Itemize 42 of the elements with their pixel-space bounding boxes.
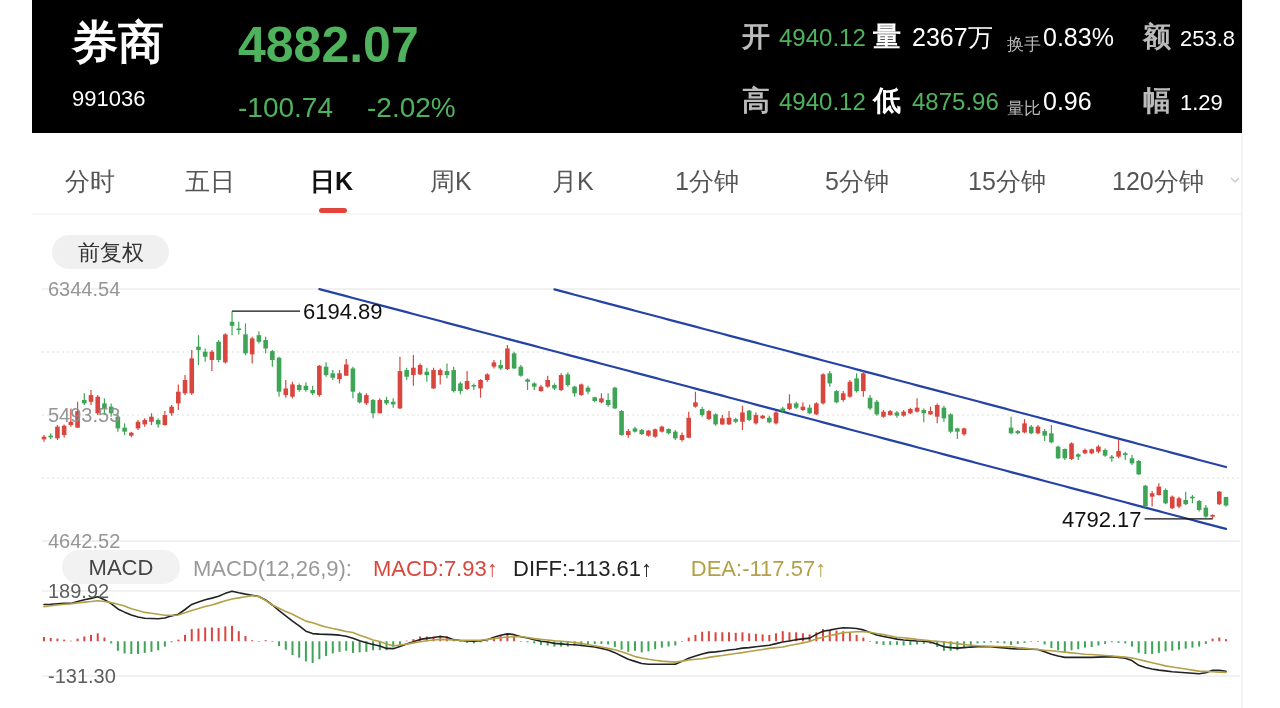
text: 253.8 [1180, 26, 1236, 51]
text: 1.29 [1180, 90, 1223, 115]
text: 量比 [1007, 99, 1041, 118]
text: 分时 [65, 167, 115, 195]
text: 日K [310, 167, 354, 195]
text: DEA:-117.57↑ [690, 556, 827, 581]
y-tick-label: 6344.54 [48, 278, 121, 300]
text: 月K [552, 167, 594, 195]
text: 0.83% [1043, 23, 1114, 51]
text: 1分钟 [675, 167, 739, 195]
chart-subtitle: MACD(12,26,9): [193, 556, 352, 581]
text: 4940.12 [779, 88, 866, 115]
text: 券商 [71, 16, 164, 68]
text: 五日 [185, 167, 235, 195]
y-tick-label: -131.30 [48, 665, 116, 687]
text: 高 [742, 85, 770, 116]
annotation: 4792.17 [1062, 506, 1142, 532]
text: 周K [430, 167, 472, 195]
text: 幅 [1143, 85, 1171, 116]
tab-button: MACD [62, 550, 180, 584]
text: 4882.07 [238, 17, 419, 73]
text: 120分钟 [1112, 167, 1204, 195]
text: 4940.12 [779, 24, 866, 51]
chart-title: MACD [88, 555, 154, 580]
text: 4875.96 [912, 88, 999, 115]
text: 量 [872, 21, 901, 52]
text: 15分钟 [968, 167, 1046, 195]
text: 换手 [1007, 35, 1041, 54]
text: 开 [741, 21, 770, 52]
text: 额 [1142, 21, 1172, 52]
text: 0.96 [1043, 87, 1092, 115]
text: DIFF:-113.61↑ [513, 556, 652, 581]
text: -2.02% [367, 92, 456, 123]
text: 991036 [72, 86, 146, 111]
y-tick-label: 4642.52 [48, 530, 121, 552]
text: -100.74 [238, 92, 333, 123]
text: 2367万 [912, 23, 993, 51]
text: MACD:7.93↑ [373, 556, 498, 581]
annotation: 6194.89 [303, 299, 383, 325]
adjust-button: 前复权 [52, 235, 169, 269]
text: 5分钟 [825, 167, 889, 195]
text: 低 [872, 85, 901, 116]
